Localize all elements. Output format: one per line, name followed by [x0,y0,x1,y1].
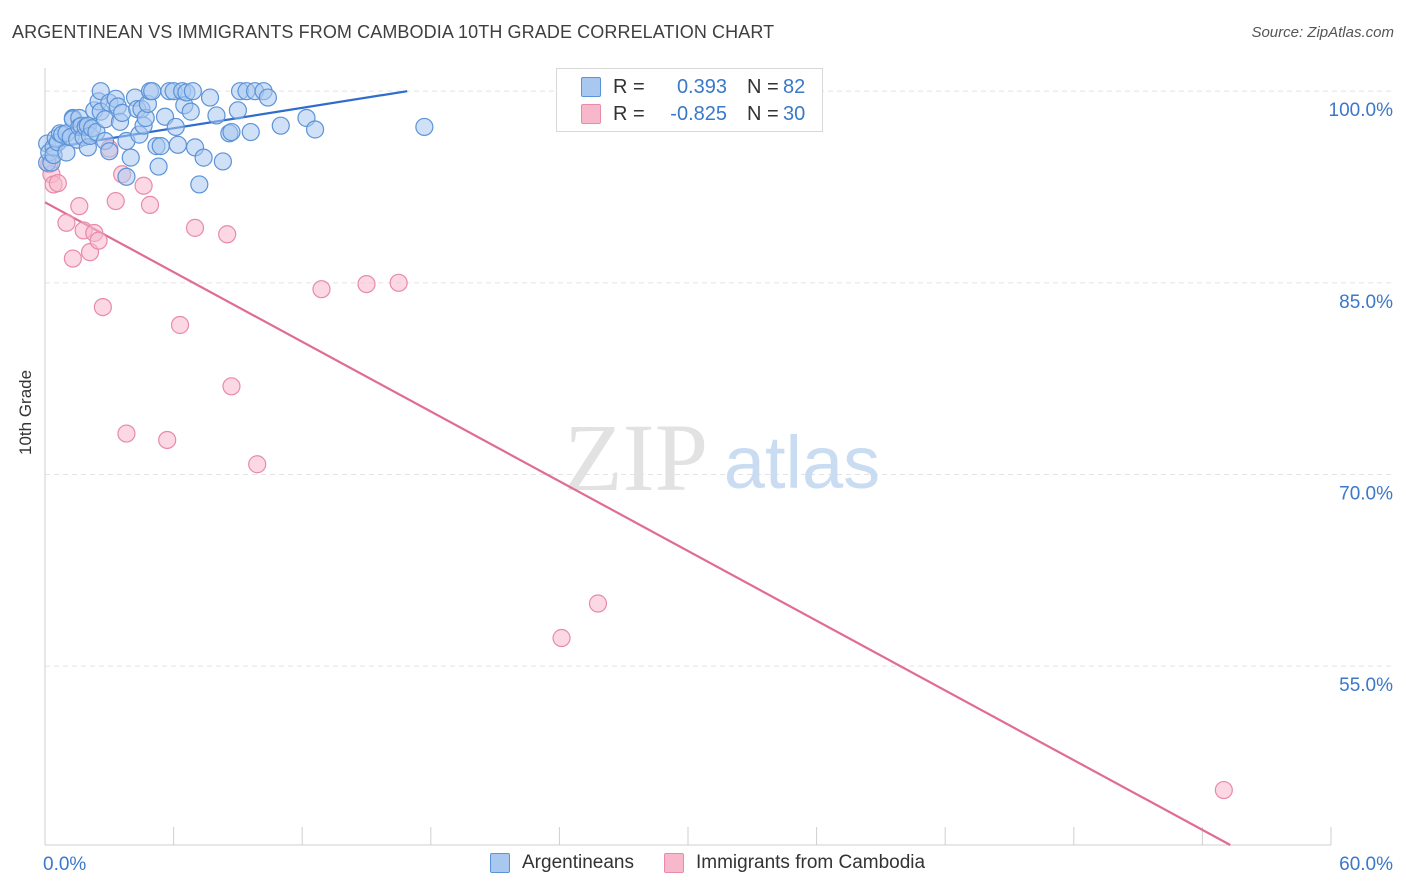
y-tick-label: 55.0% [1339,675,1393,696]
point-cambodia [93,297,112,317]
watermark-zip: ZIP [564,404,708,511]
point-argentineans [258,88,278,107]
point-argentineans [241,122,260,142]
legend-label: Argentineans [522,852,634,873]
n-value: 82 [783,75,806,98]
trend-line-cambodia [44,201,1231,846]
stats-legend-row-argentineans: R = 0.393 N = 82 [581,75,805,99]
source-credit: Source: ZipAtlas.com [1251,24,1394,41]
watermark: ZIP atlas [564,404,880,511]
x-tick-label: 0.0% [43,854,86,875]
point-cambodia [248,455,267,474]
legend-swatch-pink [581,104,601,124]
stats-legend: R = 0.393 N = 82 R = -0.825 N = 30 [556,68,823,132]
point-cambodia [158,430,177,450]
point-argentineans [121,148,140,167]
point-argentineans [117,167,136,186]
y-tick-label: 70.0% [1339,483,1393,504]
point-cambodia [588,594,608,613]
stats-legend-row-cambodia: R = -0.825 N = 30 [581,102,805,126]
point-cambodia [117,424,136,443]
point-argentineans [222,122,241,142]
point-cambodia [552,628,571,648]
point-cambodia [170,315,190,335]
point-argentineans [100,142,119,161]
legend-swatch-blue [581,77,601,97]
point-argentineans [181,102,200,121]
n-label: N = [747,75,779,98]
watermark-atlas: atlas [724,421,880,504]
point-argentineans [151,137,170,156]
point-cambodia [57,213,76,232]
point-argentineans [168,135,187,154]
point-argentineans [143,82,162,101]
gridlines [45,90,1395,667]
r-label: R = [613,75,645,98]
n-value: 30 [783,102,806,125]
point-argentineans [166,117,185,137]
point-argentineans [183,82,202,101]
point-argentineans [149,157,168,176]
point-argentineans [190,175,209,194]
r-value: -0.825 [670,102,727,125]
data-points [38,82,1233,800]
point-cambodia [218,225,237,244]
point-argentineans [415,117,434,137]
point-argentineans [271,116,290,135]
point-cambodia [389,273,408,292]
point-cambodia [134,176,153,195]
y-tick-label: 85.0% [1339,292,1393,313]
legend-swatch-pink [663,853,684,873]
point-cambodia [357,274,376,294]
point-cambodia [140,195,160,214]
point-cambodia [63,249,82,268]
point-cambodia [106,191,125,211]
point-argentineans [213,152,232,171]
point-cambodia [89,231,108,250]
legend-item-cambodia[interactable]: Immigrants from Cambodia [663,852,926,874]
point-cambodia [48,174,67,193]
x-tick-label: 60.0% [1339,854,1393,875]
point-argentineans [194,148,213,167]
y-tick-label: 100.0% [1329,100,1394,121]
legend-item-argentineans[interactable]: Argentineans [490,852,634,874]
r-label: R = [613,102,645,125]
point-argentineans [95,110,115,129]
y-axis-label: 10th Grade [16,369,35,455]
point-argentineans [113,103,132,122]
point-argentineans [200,88,220,107]
r-value: 0.393 [676,75,727,98]
axes [44,68,1332,846]
point-argentineans [228,101,247,120]
n-label: N = [747,102,779,125]
point-cambodia [222,377,241,396]
legend-swatch-blue [490,853,510,873]
legend-label: Immigrants from Cambodia [695,852,926,873]
series-legend: Argentineans Immigrants from Cambodia [490,852,955,874]
point-cambodia [312,280,331,299]
chart-title: ARGENTINEAN VS IMMIGRANTS FROM CAMBODIA … [12,22,775,42]
tick-labels: 100.0% 85.0% 70.0% 55.0% 0.0% 60.0% [43,100,1393,875]
point-cambodia [70,197,89,216]
point-cambodia [185,218,205,237]
point-argentineans [207,106,226,125]
point-argentineans [305,120,325,139]
point-cambodia [1214,780,1233,800]
